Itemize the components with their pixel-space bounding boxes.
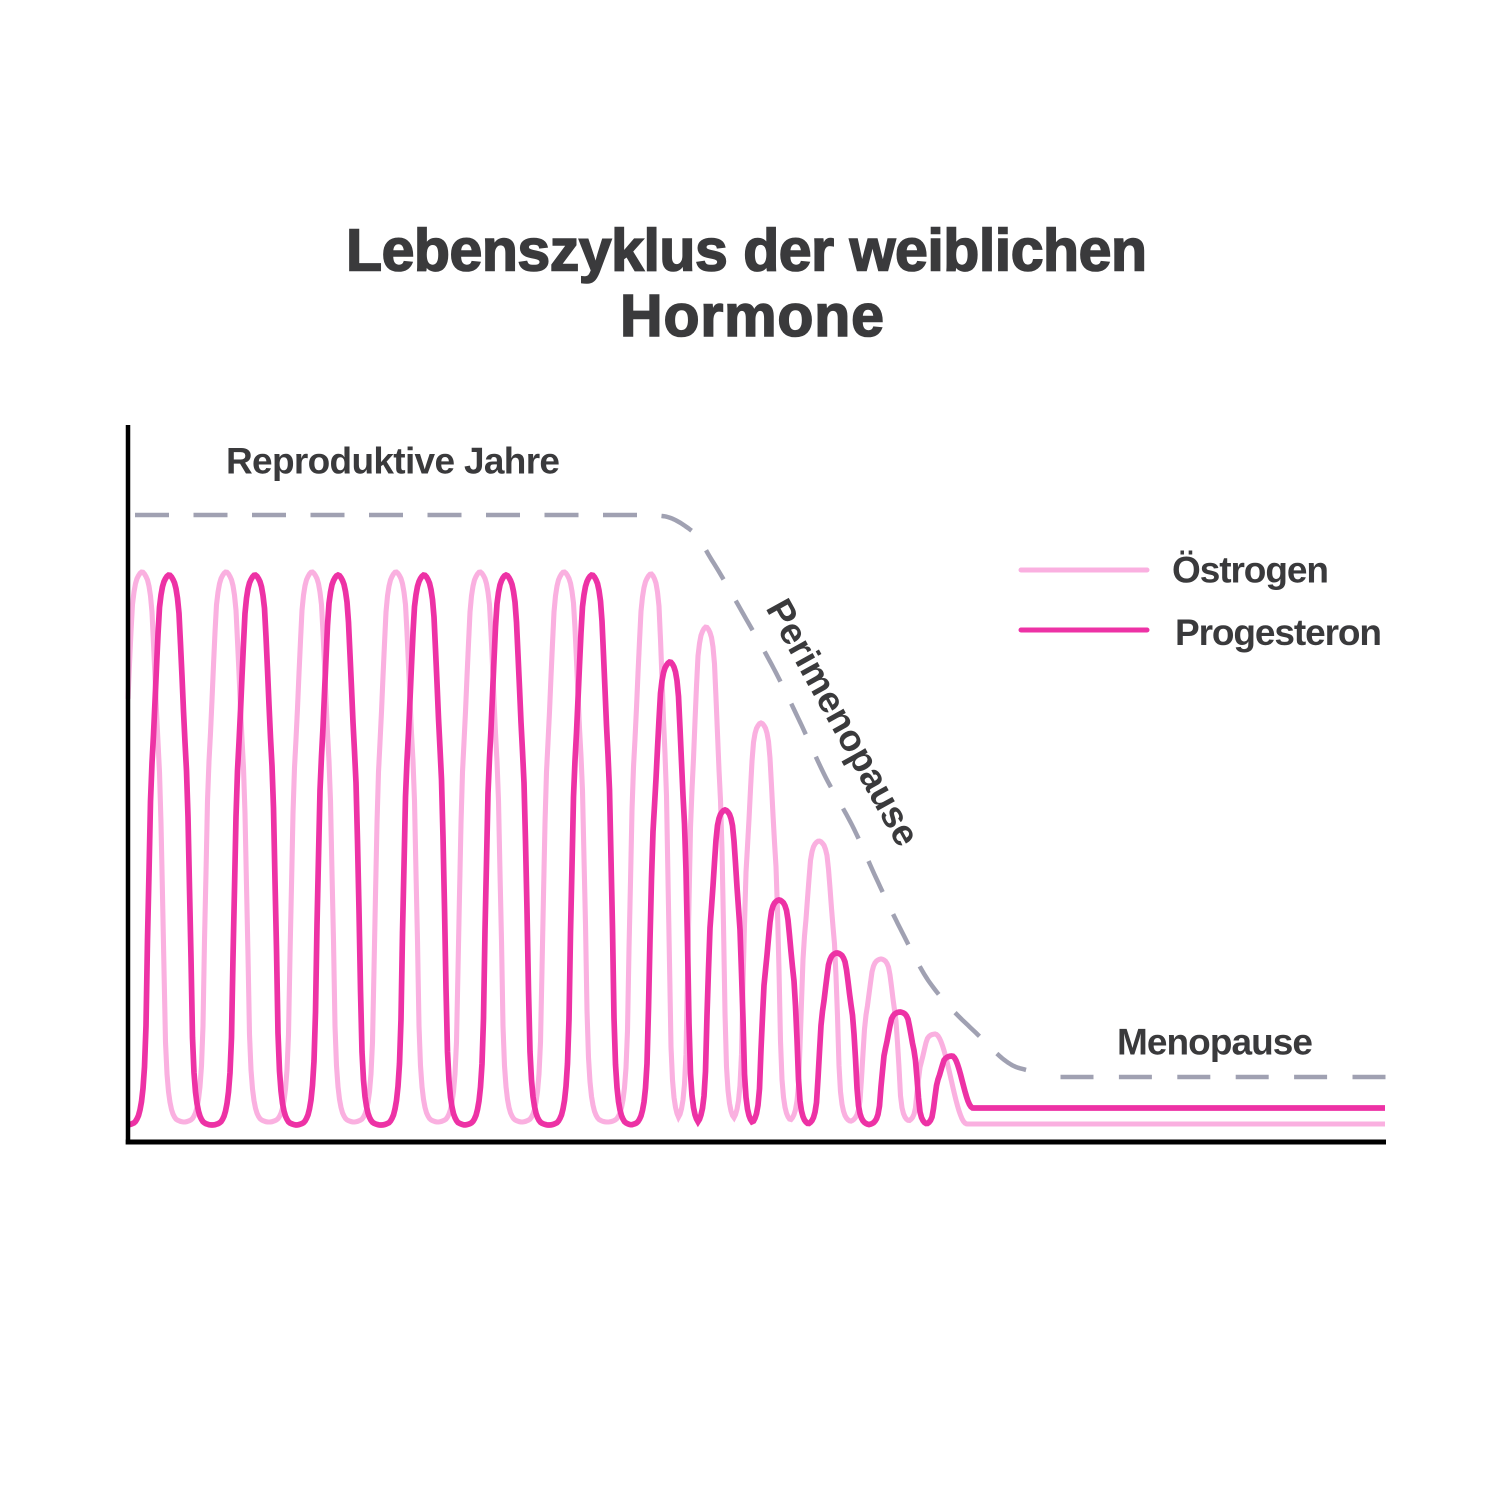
svg-text:Lebenszyklus der weiblichen: Lebenszyklus der weiblichen — [346, 218, 1147, 284]
svg-text:Östrogen: Östrogen — [1172, 550, 1329, 591]
svg-text:Reproduktive Jahre: Reproduktive Jahre — [226, 441, 560, 482]
svg-text:Menopause: Menopause — [1117, 1022, 1313, 1063]
svg-text:Hormone: Hormone — [620, 283, 884, 349]
svg-text:Progesteron: Progesteron — [1175, 612, 1382, 653]
